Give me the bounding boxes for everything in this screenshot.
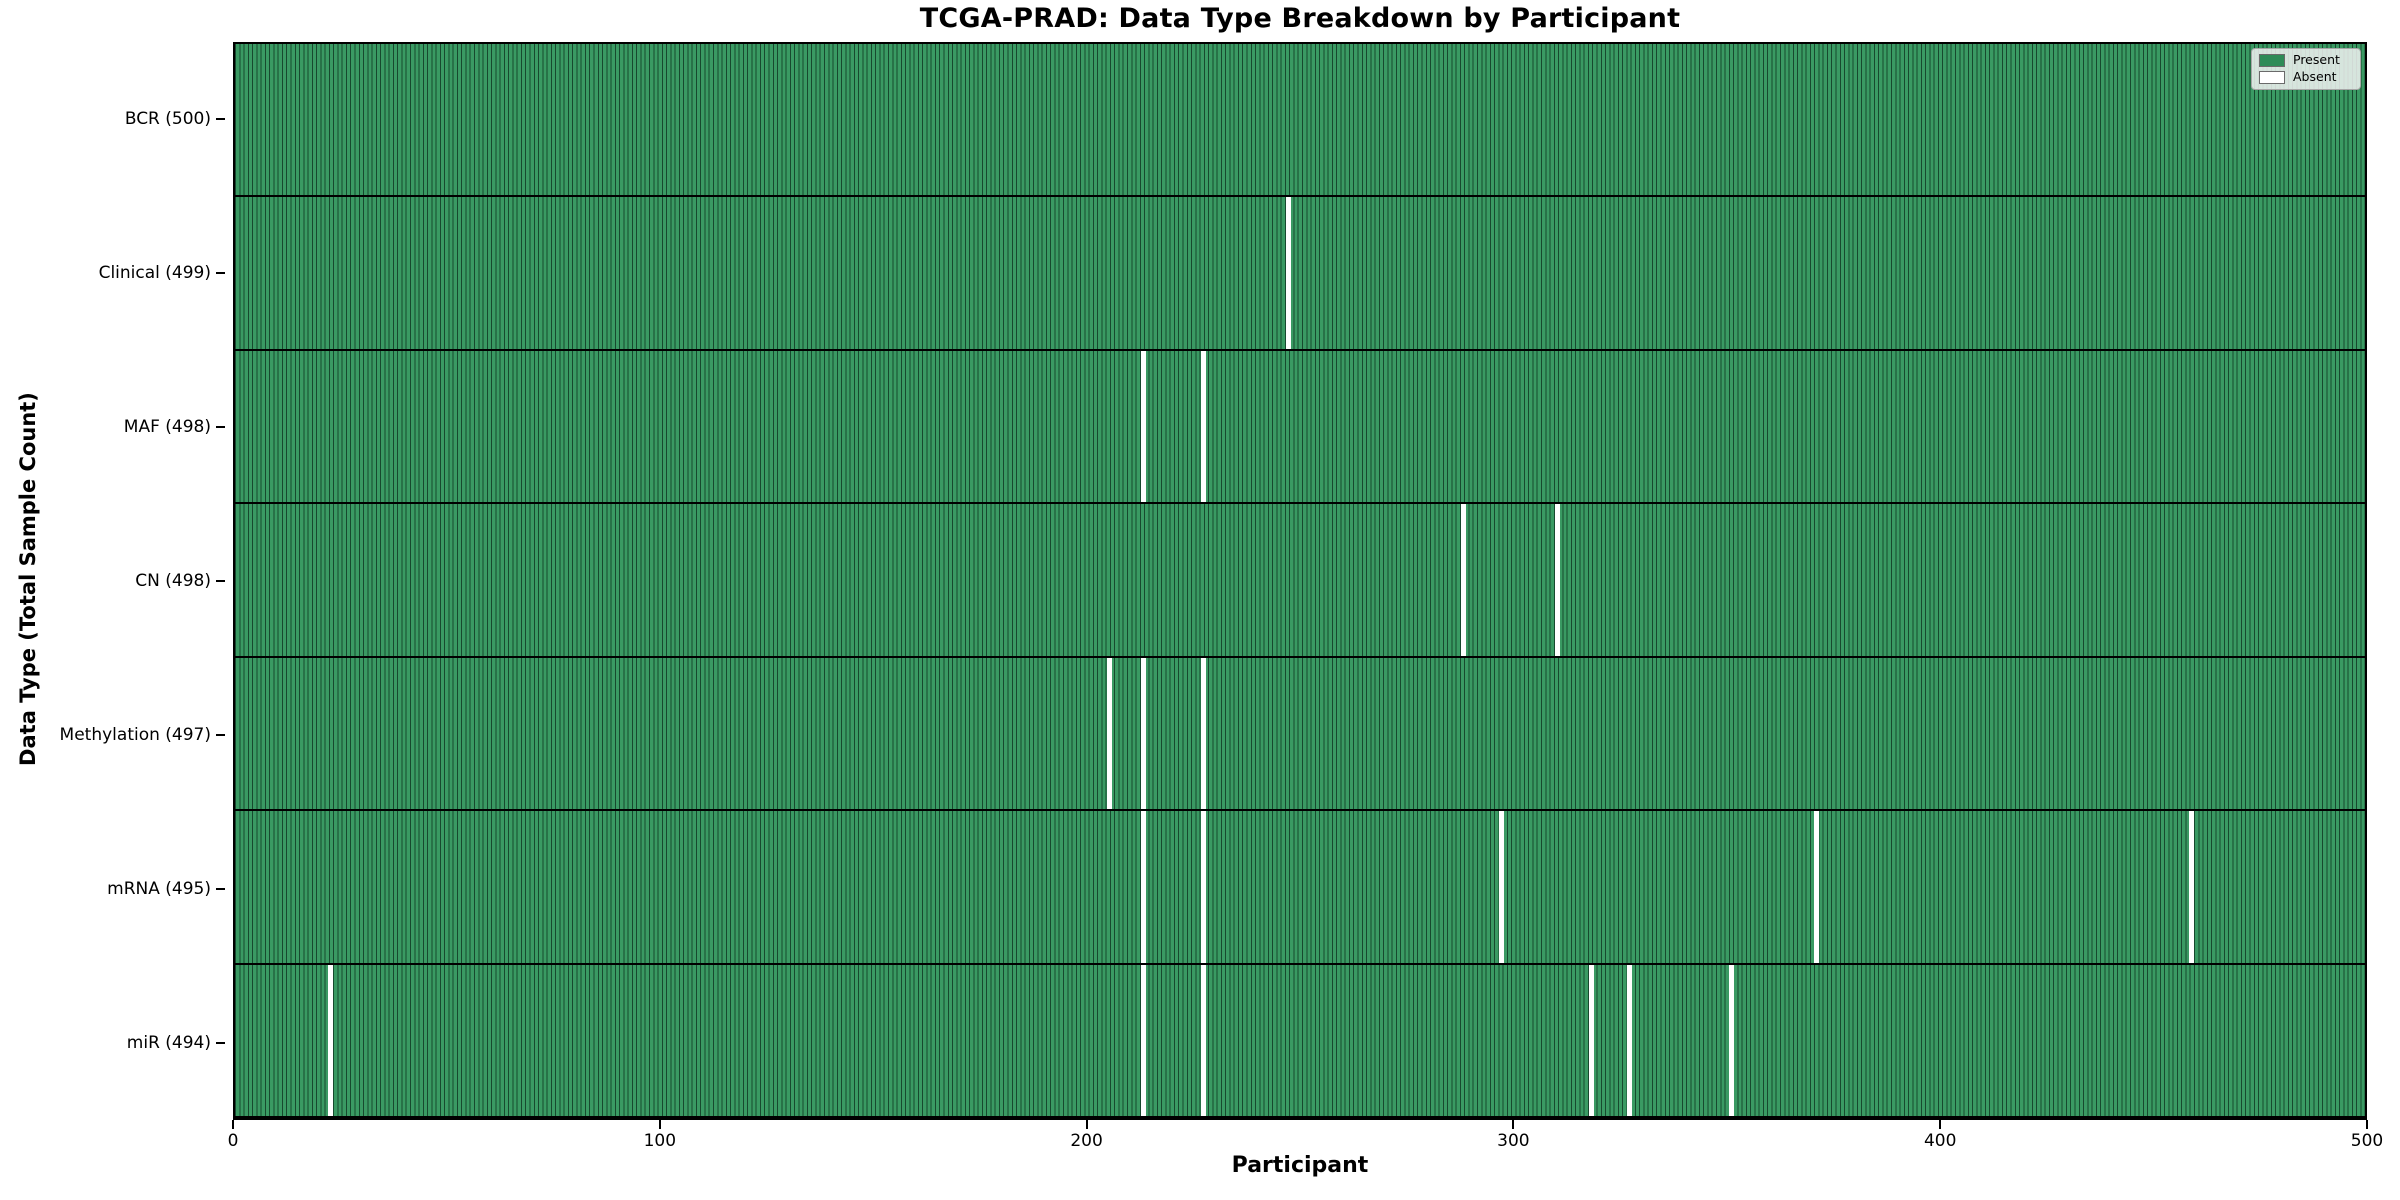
ytick-mark: [216, 272, 225, 274]
legend-label-present: Present: [2293, 52, 2340, 68]
xtick-label-0: 0: [227, 1131, 239, 1151]
ytick-label-mrna: mRNA (495): [107, 879, 211, 899]
absent-mark: [1141, 964, 1147, 1116]
xtick-label-200: 200: [1070, 1131, 1103, 1151]
y-axis: BCR (500) Clinical (499) MAF (498) CN (498)…: [0, 42, 225, 1120]
heatmap-plot-area: Present Absent: [233, 42, 2367, 1120]
xtick-mark: [2366, 1120, 2368, 1129]
absent-mark: [1729, 964, 1735, 1116]
absent-mark: [1201, 350, 1207, 503]
absent-mark: [1814, 811, 1820, 963]
xtick-label-300: 300: [1497, 1131, 1530, 1151]
xtick-mark: [1939, 1120, 1942, 1129]
absent-mark: [1201, 964, 1207, 1116]
absent-mark: [1107, 657, 1113, 810]
absent-mark: [1201, 657, 1207, 810]
xtick-mark: [658, 1120, 661, 1129]
absent-mark: [1141, 811, 1147, 963]
absent-mark: [1499, 811, 1505, 963]
legend-entry-absent: Absent: [2259, 71, 2353, 84]
ytick-label-clinical: Clinical (499): [98, 263, 211, 283]
heatmap-row-mrna: [235, 811, 2365, 965]
legend: Present Absent: [2251, 48, 2361, 90]
absent-mark: [1460, 504, 1466, 656]
heatmap-row-cn: [235, 504, 2365, 658]
ytick-label-maf: MAF (498): [123, 417, 211, 437]
heatmap-row-maf: [235, 350, 2365, 505]
absent-mark: [1627, 964, 1633, 1116]
absent-mark: [327, 964, 333, 1116]
heatmap-row-clinical: [235, 197, 2365, 351]
heatmap-row-mir: [235, 964, 2365, 1118]
ytick-label-mir: miR (494): [126, 1033, 211, 1053]
ytick-mark: [216, 888, 225, 890]
absent-mark: [1141, 657, 1147, 810]
chart-title: TCGA-PRAD: Data Type Breakdown by Partic…: [919, 3, 1681, 34]
absent-mark: [1588, 964, 1594, 1116]
ytick-label-cn: CN (498): [135, 571, 211, 591]
ytick-mark: [216, 580, 225, 582]
absent-mark: [1286, 197, 1292, 349]
x-axis: 0 100 200 300 400 500: [228, 1120, 2383, 1160]
xtick-mark: [1512, 1120, 1515, 1129]
heatmap-row-bcr: [235, 44, 2365, 198]
absent-mark: [1141, 350, 1147, 503]
legend-entry-present: Present: [2259, 54, 2353, 67]
legend-label-absent: Absent: [2293, 69, 2337, 85]
ytick-label-methylation: Methylation (497): [59, 725, 211, 745]
absent-mark: [1201, 811, 1207, 963]
xtick-label-100: 100: [643, 1131, 677, 1151]
absent-mark: [2189, 811, 2195, 963]
ytick-mark: [216, 118, 225, 120]
ytick-label-bcr: BCR (500): [124, 109, 211, 129]
ytick-mark: [216, 734, 225, 736]
xtick-label-400: 400: [1923, 1131, 1957, 1151]
ytick-mark: [216, 1042, 225, 1044]
xtick-label-500: 500: [2350, 1131, 2384, 1151]
xtick-mark: [1085, 1120, 1088, 1129]
ytick-mark: [216, 426, 225, 428]
xtick-mark: [232, 1120, 234, 1129]
absent-swatch: [2259, 71, 2285, 84]
present-swatch: [2259, 54, 2285, 67]
x-axis-label: Participant: [1231, 1153, 1369, 1178]
absent-mark: [1554, 504, 1560, 656]
heatmap-row-methylation: [235, 657, 2365, 812]
